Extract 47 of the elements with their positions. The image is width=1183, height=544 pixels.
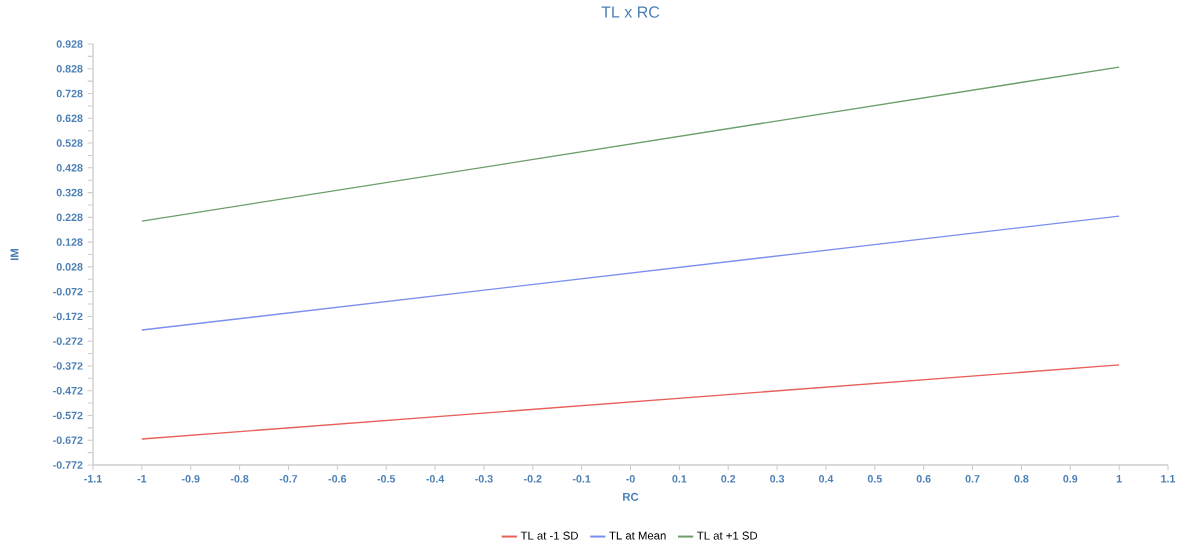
y-tick-label: 0.628 — [56, 114, 83, 123]
x-tick-label: 0.9 — [1063, 475, 1078, 483]
x-tick-label: 0.7 — [965, 475, 980, 483]
x-tick-label: -0.8 — [230, 475, 249, 483]
x-tick-label: 1 — [1116, 475, 1122, 483]
x-tick-label: -0.5 — [377, 475, 396, 483]
y-tick-label: -0.072 — [53, 287, 83, 296]
y-tick-label: 0.828 — [56, 65, 83, 73]
y-tick-label: 0.928 — [56, 40, 83, 48]
x-tick-label: 0.5 — [867, 475, 882, 483]
legend-label: TL at -1 SD — [520, 531, 578, 540]
x-tick-label: -0.4 — [426, 475, 445, 483]
legend-label: TL at +1 SD — [697, 531, 758, 540]
x-tick-label: 0.6 — [916, 475, 931, 483]
x-tick-label: 0.1 — [672, 475, 687, 483]
x-tick-label: -1.1 — [84, 475, 102, 483]
y-tick-label: 0.528 — [56, 139, 83, 147]
y-tick-label: -0.672 — [53, 436, 83, 445]
x-axis-title: RC — [623, 492, 639, 501]
x-tick-label: -0.9 — [181, 475, 200, 483]
y-tick-label: -0.272 — [53, 337, 83, 345]
y-tick-label: 0.428 — [56, 164, 83, 172]
y-tick-label: -0.472 — [53, 386, 83, 395]
y-tick-label: 0.328 — [56, 188, 83, 197]
x-tick-label: -0.2 — [524, 475, 542, 483]
x-tick-label: -0.7 — [279, 475, 298, 483]
x-tick-label: -0.3 — [475, 475, 493, 483]
y-tick-label: -0.372 — [53, 362, 83, 370]
y-tick-label: -0.172 — [53, 312, 83, 321]
y-tick-label: 0.228 — [56, 213, 83, 222]
x-tick-label: -0.1 — [572, 475, 591, 483]
chart-title: TL x RC — [601, 6, 660, 18]
y-axis-title: IM — [10, 248, 19, 261]
x-tick-label: 0.8 — [1014, 475, 1029, 483]
x-tick-label: 0.3 — [770, 475, 785, 483]
x-tick-label: -1 — [137, 475, 147, 483]
x-tick-label: -0.6 — [328, 475, 347, 483]
y-tick-label: -0.572 — [53, 411, 83, 420]
x-tick-label: 0.2 — [721, 475, 736, 483]
y-tick-label: -0.772 — [53, 461, 83, 469]
legend-label: TL at Mean — [609, 531, 666, 540]
x-tick-label: 0.4 — [818, 475, 834, 483]
y-tick-label: 0.128 — [56, 238, 83, 246]
y-tick-label: 0.028 — [56, 263, 83, 271]
x-tick-label: 1.1 — [1161, 475, 1176, 483]
x-tick-label: -0 — [626, 475, 635, 483]
y-tick-label: 0.728 — [56, 89, 83, 98]
